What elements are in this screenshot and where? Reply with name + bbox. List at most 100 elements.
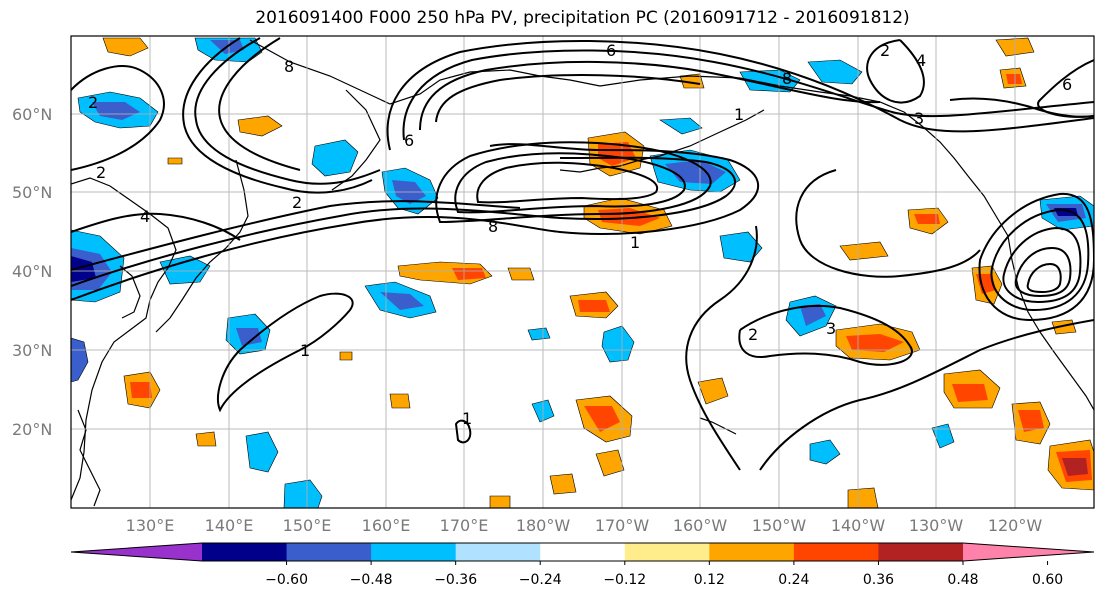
precip-area bbox=[507, 267, 535, 281]
precip-area bbox=[549, 473, 577, 495]
colorbar-bin bbox=[878, 543, 964, 561]
longitude-labels: 130°E 140°E 150°E 160°E 170°E 180°W 170°… bbox=[126, 516, 1043, 535]
pv-contour bbox=[990, 208, 1090, 312]
pv-contour bbox=[738, 304, 913, 366]
pv-contour bbox=[949, 97, 1094, 118]
colorbar-outline bbox=[70, 542, 1095, 562]
pv-contour bbox=[71, 143, 760, 301]
colorbar-tick-label: 0.60 bbox=[1032, 572, 1063, 588]
precip-area bbox=[380, 292, 424, 310]
colorbar-extend-min bbox=[71, 543, 202, 561]
precip-area bbox=[92, 102, 140, 120]
pv-contour bbox=[71, 65, 165, 171]
precip-area bbox=[807, 59, 863, 85]
pv-contour-label: 2 bbox=[88, 93, 98, 112]
precip-area bbox=[847, 487, 879, 508]
colorbar-bin bbox=[371, 543, 457, 561]
colorbar-tick-label: −0.36 bbox=[434, 572, 477, 588]
pv-contour-label: 4 bbox=[916, 51, 926, 70]
colorbar-tick-label: −0.12 bbox=[603, 572, 646, 588]
colorbar-tick-label: 0.24 bbox=[778, 572, 809, 588]
pv-contours bbox=[71, 37, 1094, 471]
precip-area bbox=[697, 377, 729, 405]
colorbar-tick-label: 0.48 bbox=[947, 572, 978, 588]
precip-area bbox=[311, 139, 359, 177]
pv-contour-label: 1 bbox=[630, 233, 640, 252]
north-america-coastline bbox=[849, 95, 1094, 411]
pv-contour bbox=[866, 39, 925, 104]
pv-contour-label: 8 bbox=[782, 69, 792, 88]
precip-area bbox=[839, 241, 889, 261]
colorbar-tick-label: −0.60 bbox=[265, 572, 308, 588]
pv-contour bbox=[402, 49, 1094, 141]
precip-area bbox=[914, 214, 940, 224]
longitude-label: 170°E bbox=[440, 516, 489, 535]
pv-contour-label: 6 bbox=[404, 131, 414, 150]
pv-contour-label: 1 bbox=[300, 341, 310, 360]
precip-area bbox=[130, 382, 152, 398]
precip-area bbox=[102, 37, 149, 57]
precip-area bbox=[1051, 319, 1077, 335]
precip-area bbox=[195, 431, 217, 447]
longitude-label: 130°W bbox=[909, 516, 964, 535]
precip-area bbox=[659, 117, 703, 135]
map-plot-area: 8 6 4 2 1 8 3 2 1 2 2 4 8 1 6 2 3 6 1 bbox=[71, 36, 1094, 508]
precip-area bbox=[339, 351, 353, 361]
precip-area bbox=[71, 337, 89, 383]
colorbar-tick-label: −0.48 bbox=[350, 572, 393, 588]
colorbar-tick-label: 0.36 bbox=[863, 572, 894, 588]
pv-contour-label: 4 bbox=[140, 207, 150, 226]
precip-area bbox=[846, 334, 904, 352]
colorbar-bin bbox=[624, 543, 710, 561]
precip-area bbox=[245, 431, 279, 473]
pv-contour bbox=[1026, 262, 1062, 294]
positive-precip-areas bbox=[102, 37, 1094, 508]
longitude-label: 140°W bbox=[831, 516, 886, 535]
latitude-label: 30°N bbox=[12, 341, 52, 360]
precip-area bbox=[952, 384, 988, 402]
colorbar-bin bbox=[202, 543, 288, 561]
pv-contour-label: 3 bbox=[914, 109, 924, 128]
pv-contour-label: 1 bbox=[734, 105, 744, 124]
taiwan-philippines bbox=[77, 409, 101, 507]
precip-area bbox=[1018, 410, 1044, 432]
longitude-label: 170°W bbox=[595, 516, 650, 535]
colorbar-bin bbox=[793, 543, 879, 561]
colorbar-extend-max bbox=[963, 543, 1094, 561]
precip-area bbox=[71, 256, 96, 282]
pv-contour bbox=[435, 74, 701, 123]
pv-contour-label: 3 bbox=[826, 319, 836, 338]
pv-contour-label: 1 bbox=[462, 409, 472, 428]
precip-area bbox=[1006, 74, 1022, 84]
precip-area bbox=[167, 157, 183, 165]
pv-contour-label: 2 bbox=[880, 41, 890, 60]
pv-contour bbox=[759, 319, 1094, 471]
precip-area bbox=[489, 495, 511, 508]
pv-contour bbox=[217, 292, 354, 413]
latitude-label: 40°N bbox=[12, 262, 52, 281]
precip-area bbox=[452, 268, 486, 280]
hawaii-islands bbox=[699, 417, 737, 435]
colorbar-bin bbox=[540, 543, 626, 561]
kamchatka-coastline bbox=[331, 89, 381, 191]
longitude-label: 160°W bbox=[673, 516, 728, 535]
pv-contour bbox=[71, 200, 521, 271]
pv-contour bbox=[435, 141, 712, 224]
precip-area bbox=[598, 142, 636, 166]
pv-contour bbox=[1002, 226, 1082, 304]
pv-contour bbox=[71, 212, 241, 241]
korea-coastline bbox=[119, 265, 141, 319]
latitude-labels: 60°N 50°N 40°N 30°N 20°N bbox=[12, 105, 52, 439]
precip-shading bbox=[71, 37, 1094, 508]
precip-area bbox=[283, 479, 323, 508]
pv-contour bbox=[218, 37, 301, 171]
longitude-label: 130°E bbox=[126, 516, 175, 535]
pv-contour-label: 6 bbox=[606, 41, 616, 60]
precip-area bbox=[931, 423, 955, 449]
pv-contour-label: 6 bbox=[1062, 75, 1072, 94]
longitude-label: 180°W bbox=[516, 516, 571, 535]
colorbar-bin bbox=[709, 543, 795, 561]
pv-contour-label: 2 bbox=[292, 193, 302, 212]
pv-contour bbox=[194, 37, 381, 185]
